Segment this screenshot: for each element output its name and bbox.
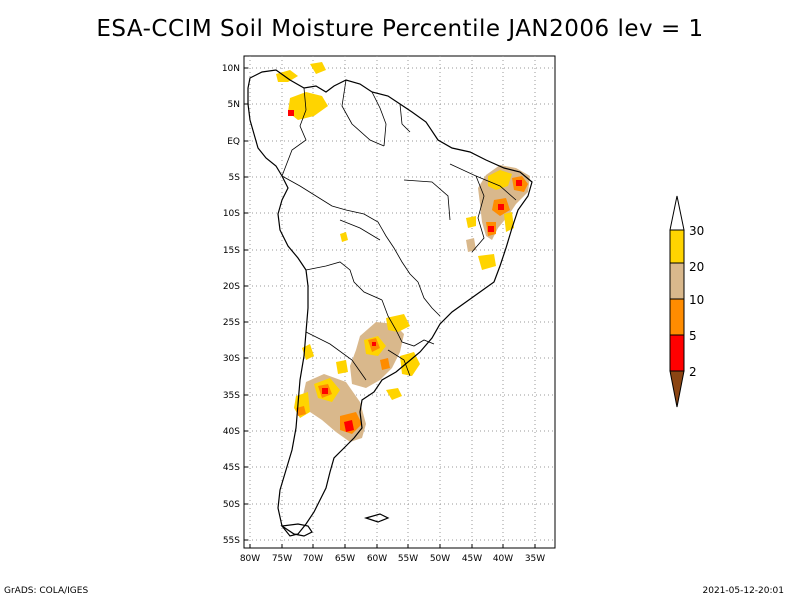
lat-label: 10N <box>222 64 240 74</box>
colorbar-segment <box>669 262 685 300</box>
lon-label: 65W <box>335 554 355 564</box>
colorbar-label: 30 <box>689 224 704 238</box>
colorbar-label: 20 <box>689 260 704 274</box>
map-title: ESA-CCIM Soil Moisture Percentile JAN200… <box>96 16 704 42</box>
lat-label: 50S <box>223 500 240 510</box>
lon-label: 40W <box>493 554 513 564</box>
lon-label: 55W <box>398 554 418 564</box>
colorbar-segment <box>669 334 685 372</box>
lon-label: 70W <box>303 554 323 564</box>
footer-credit: GrADS: COLA/IGES <box>4 586 89 596</box>
lat-label: 5N <box>228 100 240 110</box>
colorbar-label: 10 <box>689 293 704 307</box>
lat-label: 10S <box>223 209 240 219</box>
lat-label: EQ <box>227 137 240 147</box>
lat-label: 25S <box>223 318 240 328</box>
map-frame <box>243 55 556 549</box>
lat-label: 35S <box>223 391 240 401</box>
lon-label: 50W <box>430 554 450 564</box>
axis-ticks <box>244 67 536 548</box>
lon-label: 35W <box>525 554 545 564</box>
colorbar-segment <box>669 298 685 336</box>
lon-label: 60W <box>367 554 387 564</box>
country-borders <box>281 79 517 381</box>
colorbar-label: 5 <box>689 329 697 343</box>
lat-label: 40S <box>223 427 240 437</box>
lon-label: 80W <box>240 554 260 564</box>
colorbar-segment <box>669 229 685 264</box>
lon-label: 45W <box>462 554 482 564</box>
colorbar-label: 2 <box>689 365 697 379</box>
longitude-labels: 80W 75W 70W 65W 60W 55W 50W 45W 40W 35W <box>240 554 545 564</box>
lat-label: 30S <box>223 354 240 364</box>
footer-timestamp: 2021-05-12-20:01 <box>702 586 785 596</box>
lat-label: 15S <box>223 246 240 256</box>
coastline <box>247 69 533 537</box>
colorbar: 30 20 10 5 2 <box>669 195 704 408</box>
lat-label: 20S <box>223 282 240 292</box>
lat-label: 45S <box>223 463 240 473</box>
latitude-labels: 10N 5N EQ 5S 10S 15S 20S 25S 30S 35S 40S… <box>222 64 240 546</box>
lat-label: 5S <box>229 173 241 183</box>
soil-moisture-shading <box>276 62 530 442</box>
lat-label: 55S <box>223 536 240 546</box>
colorbar-bottom-cap <box>669 370 685 408</box>
lon-label: 75W <box>272 554 292 564</box>
colorbar-top-cap <box>669 195 685 231</box>
